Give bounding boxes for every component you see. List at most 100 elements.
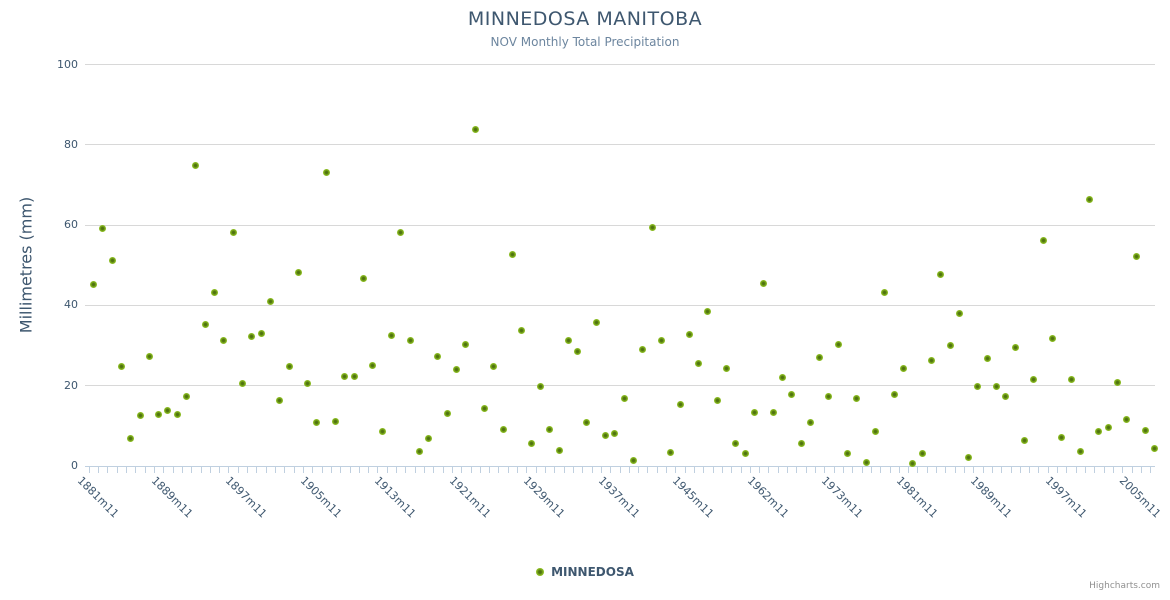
data-point[interactable] [713,397,721,405]
data-point[interactable] [1104,423,1112,431]
data-point[interactable] [602,431,610,439]
data-point[interactable] [592,318,600,326]
data-point[interactable] [937,270,945,278]
data-point[interactable] [211,289,219,297]
data-point[interactable] [629,456,637,464]
data-point[interactable] [862,458,870,466]
data-point[interactable] [248,333,256,341]
data-point[interactable] [797,440,805,448]
data-point[interactable] [341,373,349,381]
data-point[interactable] [1076,447,1084,455]
data-point[interactable] [853,395,861,403]
data-point[interactable] [695,360,703,368]
data-point[interactable] [127,434,135,442]
data-point[interactable] [574,347,582,355]
data-point[interactable] [350,372,358,380]
data-point[interactable] [965,453,973,461]
data-point[interactable] [1011,344,1019,352]
data-point[interactable] [667,448,675,456]
data-point[interactable] [145,353,153,361]
data-point[interactable] [369,362,377,370]
data-point[interactable] [304,380,312,388]
data-point[interactable] [527,440,535,448]
data-point[interactable] [1030,375,1038,383]
data-point[interactable] [1058,434,1066,442]
data-point[interactable] [397,228,405,236]
data-point[interactable] [415,447,423,455]
data-point[interactable] [546,425,554,433]
data-point[interactable] [425,435,433,443]
data-point[interactable] [639,346,647,354]
data-point[interactable] [229,229,237,237]
data-point[interactable] [136,411,144,419]
data-point[interactable] [657,336,665,344]
data-point[interactable] [788,391,796,399]
data-point[interactable] [620,394,628,402]
data-point[interactable] [704,308,712,316]
data-point[interactable] [974,382,982,390]
data-point[interactable] [927,356,935,364]
data-point[interactable] [1067,375,1075,383]
data-point[interactable] [220,336,228,344]
data-point[interactable] [276,396,284,404]
data-point[interactable] [490,362,498,370]
data-point[interactable] [387,332,395,339]
data-point[interactable] [825,393,833,401]
data-point[interactable] [806,419,814,427]
data-point[interactable] [1095,427,1103,435]
data-point[interactable] [760,279,768,287]
data-point[interactable] [518,326,526,334]
data-point[interactable] [983,355,991,363]
data-point[interactable] [844,450,852,458]
data-point[interactable] [816,354,824,362]
data-point[interactable] [155,410,163,418]
data-point[interactable] [238,380,246,388]
data-point[interactable] [1039,237,1047,245]
data-point[interactable] [1142,426,1150,434]
data-point[interactable] [732,440,740,448]
data-point[interactable] [769,409,777,417]
data-point[interactable] [443,409,451,417]
data-point[interactable] [993,382,1001,390]
data-point[interactable] [257,329,265,337]
data-point[interactable] [266,298,274,306]
data-point[interactable] [108,256,116,264]
data-point[interactable] [471,126,479,134]
data-point[interactable] [434,352,442,360]
data-point[interactable] [1021,436,1028,444]
data-point[interactable] [1123,415,1131,423]
data-point[interactable] [881,289,889,297]
data-point[interactable] [955,309,963,317]
data-point[interactable] [192,161,200,169]
data-point[interactable] [453,365,461,373]
data-point[interactable] [462,340,470,348]
data-point[interactable] [294,268,302,276]
data-point[interactable] [1114,378,1122,386]
data-point[interactable] [536,382,544,390]
data-point[interactable] [332,418,340,426]
data-point[interactable] [685,331,693,339]
data-point[interactable] [778,373,786,381]
data-point[interactable] [583,419,591,427]
data-point[interactable] [183,393,191,401]
data-point[interactable] [117,363,125,371]
legend-item-minnedosa[interactable]: MINNEDOSA [536,565,634,579]
data-point[interactable] [201,320,209,328]
data-point[interactable] [173,411,181,419]
data-point[interactable] [1132,252,1140,260]
highcharts-credits-link[interactable]: Highcharts.com [1089,581,1160,591]
data-point[interactable] [648,223,656,231]
data-point[interactable] [406,336,414,344]
data-point[interactable] [611,429,619,437]
data-point[interactable] [99,225,107,233]
data-point[interactable] [899,365,907,373]
data-point[interactable] [164,407,172,415]
data-point[interactable] [741,449,749,457]
data-point[interactable] [313,418,321,426]
data-point[interactable] [508,250,516,258]
data-point[interactable] [1086,196,1094,204]
data-point[interactable] [481,405,489,413]
data-point[interactable] [1002,393,1010,401]
data-point[interactable] [1048,335,1056,343]
data-point[interactable] [723,364,731,372]
